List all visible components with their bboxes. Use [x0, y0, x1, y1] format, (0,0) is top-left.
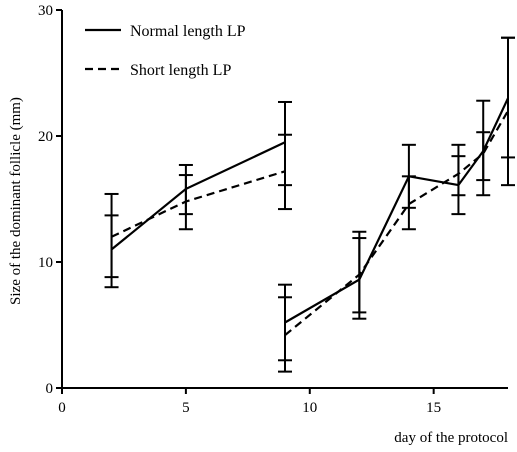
- series-line: [110, 141, 286, 251]
- legend-label: Normal length LP: [130, 23, 246, 40]
- x-tick-label: 15: [426, 400, 441, 416]
- y-axis-label: Size of the dominant follicle (mm): [8, 97, 24, 305]
- series-1: [104, 36, 515, 362]
- y-tick-label: 30: [38, 3, 53, 19]
- y-ticks: 0 10 20 30: [38, 3, 62, 397]
- x-tick-label: 5: [182, 400, 190, 416]
- y-tick-label: 0: [46, 381, 54, 397]
- plot-area: [104, 36, 515, 373]
- legend: Normal length LP Short length LP: [85, 23, 246, 79]
- x-ticks: 0 5 10 15: [58, 388, 441, 416]
- axes: 0 5 10 15 0 10 20 30: [38, 3, 508, 416]
- y-tick-label: 20: [38, 129, 53, 145]
- y-tick-label: 10: [38, 255, 53, 271]
- x-tick-label: 10: [302, 400, 317, 416]
- x-axis-label: day of the protocol: [394, 430, 508, 446]
- x-tick-label: 0: [58, 400, 66, 416]
- series-2: [104, 36, 515, 373]
- series-line: [284, 97, 509, 324]
- legend-label: Short length LP: [130, 62, 231, 79]
- series-line: [284, 110, 509, 336]
